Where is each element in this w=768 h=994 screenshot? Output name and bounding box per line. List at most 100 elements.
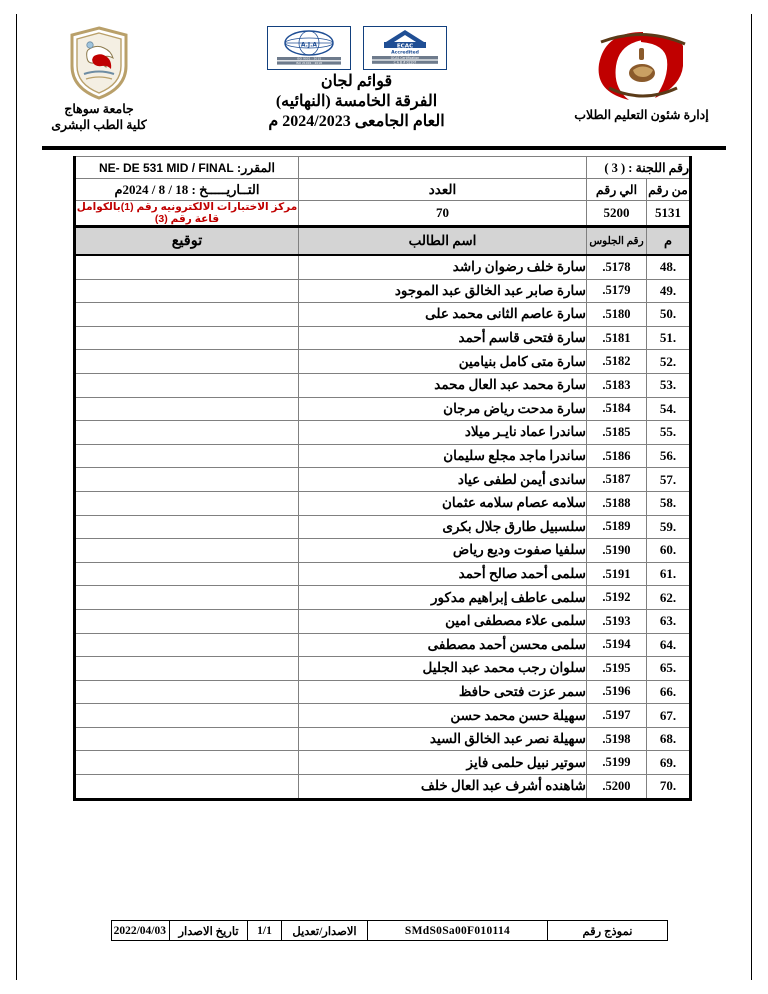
row-index: .62 [646,585,692,610]
row-signature-cell[interactable] [72,302,299,327]
table-row: .62 5192. سلمى عاطف إبراهيم مدكور [72,585,692,610]
row-signature-cell[interactable] [72,514,299,540]
date-cell: التــاريـــــخ : 18 / 8 / 2024م [72,178,299,201]
row-seat-number: 5190. [585,538,648,563]
row-signature-cell[interactable] [72,254,299,280]
row-signature-cell[interactable] [72,608,299,634]
row-student-name: سلفيا صفوت وديع رياض [297,538,587,563]
student-affairs-logo-icon [583,26,701,106]
document-header: جامعة سوهاج كلية الطب البشرى ECAC Accred… [24,26,744,142]
row-index: .59 [646,514,692,540]
table-row: .66 5196. سمر عزت فتحى حافظ [72,679,692,705]
row-seat-number: 5192. [585,585,648,610]
exam-list-table-container: رقم اللجنة : ( 3 ) المقرر: NE- DE 531 MI… [72,156,693,801]
row-seat-number: 5185. [585,420,648,445]
svg-text:GCAS Certification: GCAS Certification [390,56,419,60]
row-student-name: سلسبيل طارق جلال بكرى [297,514,587,540]
row-index: .63 [646,608,692,634]
svg-text:A.J.A: A.J.A [300,42,317,49]
row-index: .61 [646,561,692,587]
seat-range-to-value: 5200 [585,200,648,227]
issue-date-label: تاريخ الاصدار [169,920,248,941]
row-signature-cell[interactable] [72,538,299,563]
table-row: .49 5179. سارة صابر عبد الخالق عبد الموجود [72,278,692,304]
table-row: .59 5189. سلسبيل طارق جلال بكرى [72,514,692,540]
exam-hall-note: مركز الاختبارات الالكترونيه رقم (1)بالكو… [72,200,299,227]
row-signature-cell[interactable] [72,632,299,658]
row-signature-cell[interactable] [72,679,299,705]
svg-text:ECAC: ECAC [396,44,412,50]
row-index: .53 [646,372,692,398]
row-student-name: ساندى أيمن لطفى عياد [297,467,587,492]
row-index: .69 [646,750,692,776]
form-number-label: نموذج رقم [547,920,668,941]
table-row: .67 5197. سهيلة حسن محمد حسن [72,703,692,728]
row-student-name: سارة صابر عبد الخالق عبد الموجود [297,278,587,304]
row-signature-cell[interactable] [72,349,299,374]
count-label: العدد [297,178,587,201]
page-title: قوائم لجان الفرقة الخامسة (النهائيه) الع… [268,72,444,132]
row-signature-cell[interactable] [72,278,299,304]
row-signature-cell[interactable] [72,561,299,587]
row-student-name: سلوان رجب محمد عبد الجليل [297,656,587,681]
issue-date-value: 2022/04/03 [111,920,170,941]
row-signature-cell[interactable] [72,467,299,492]
table-body: .48 5178. سارة خلف رضوان راشد .49 5179. سارة … [72,254,692,801]
row-seat-number: 5182. [585,349,648,374]
table-row: .53 5183. سارة محمد عبد العال محمد [72,372,692,398]
revision-value: 1/1 [247,920,282,941]
row-seat-number: 5191. [585,561,648,587]
row-seat-number: 5193. [585,608,648,634]
row-index: .52 [646,349,692,374]
row-seat-number: 5195. [585,656,648,681]
row-student-name: سمر عزت فتحى حافظ [297,679,587,705]
row-student-name: سارة خلف رضوان راشد [297,254,587,280]
row-index: .67 [646,703,692,728]
column-header-seat: رقم الجلوس [585,225,648,256]
row-student-name: سلامه عصام سلامه عثمان [297,490,587,516]
row-student-name: سلمى محسن أحمد مصطفى [297,632,587,658]
table-column-header: م رقم الجلوس اسم الطالب توقيع [72,225,692,256]
row-signature-cell[interactable] [72,443,299,469]
row-signature-cell[interactable] [72,750,299,776]
row-student-name: ساندرا ماجد مجلع سليمان [297,443,587,469]
row-student-name: شاهنده أشرف عبد العال خلف [297,774,587,801]
column-header-name: اسم الطالب [297,225,587,256]
svg-text:ISO 9001 : 2015: ISO 9001 : 2015 [296,57,320,61]
row-signature-cell[interactable] [72,726,299,752]
row-index: .49 [646,278,692,304]
table-row: .54 5184. سارة مدحت رياض مرجان [72,396,692,422]
date-label: التــاريـــــخ : [191,181,260,197]
table-row: .68 5198. سهيلة نصر عبد الخالق السيد [72,726,692,752]
row-seat-number: 5178. [585,254,648,280]
row-signature-cell[interactable] [72,396,299,422]
row-seat-number: 5197. [585,703,648,728]
row-index: .51 [646,325,692,351]
row-signature-cell[interactable] [72,703,299,728]
row-student-name: ساندرا عماد نايـر ميلاد [297,420,587,445]
row-signature-cell[interactable] [72,490,299,516]
row-signature-cell[interactable] [72,420,299,445]
info-row-range: من رقم الي رقم العدد التــاريـــــخ : 18… [72,178,692,201]
svg-text:ISO 21001 : 2018: ISO 21001 : 2018 [295,61,321,65]
row-seat-number: 5198. [585,726,648,752]
document-footer-container: نموذج رقم SMdS0Sa00F010114 الاصدار/تعديل… [111,920,668,941]
row-signature-cell[interactable] [72,774,299,801]
row-seat-number: 5184. [585,396,648,422]
svg-text:C A B # 02207: C A B # 02207 [393,60,416,64]
revision-label: الاصدار/تعديل [281,920,368,941]
row-signature-cell[interactable] [72,325,299,351]
row-seat-number: 5189. [585,514,648,540]
title-line-1: قوائم لجان [320,73,393,90]
title-line-3: العام الجامعى 2024/2023 م [268,113,445,131]
row-seat-number: 5200. [585,774,648,801]
table-row: .55 5185. ساندرا عماد نايـر ميلاد [72,420,692,445]
row-seat-number: 5199. [585,750,648,776]
row-signature-cell[interactable] [72,585,299,610]
row-signature-cell[interactable] [72,372,299,398]
row-seat-number: 5180. [585,302,648,327]
student-affairs-identity-block: إدارة شئون التعليم الطلاب [539,26,744,124]
table-row: .61 5191. سلمى أحمد صالح أحمد [72,561,692,587]
row-seat-number: 5188. [585,490,648,516]
row-signature-cell[interactable] [72,656,299,681]
